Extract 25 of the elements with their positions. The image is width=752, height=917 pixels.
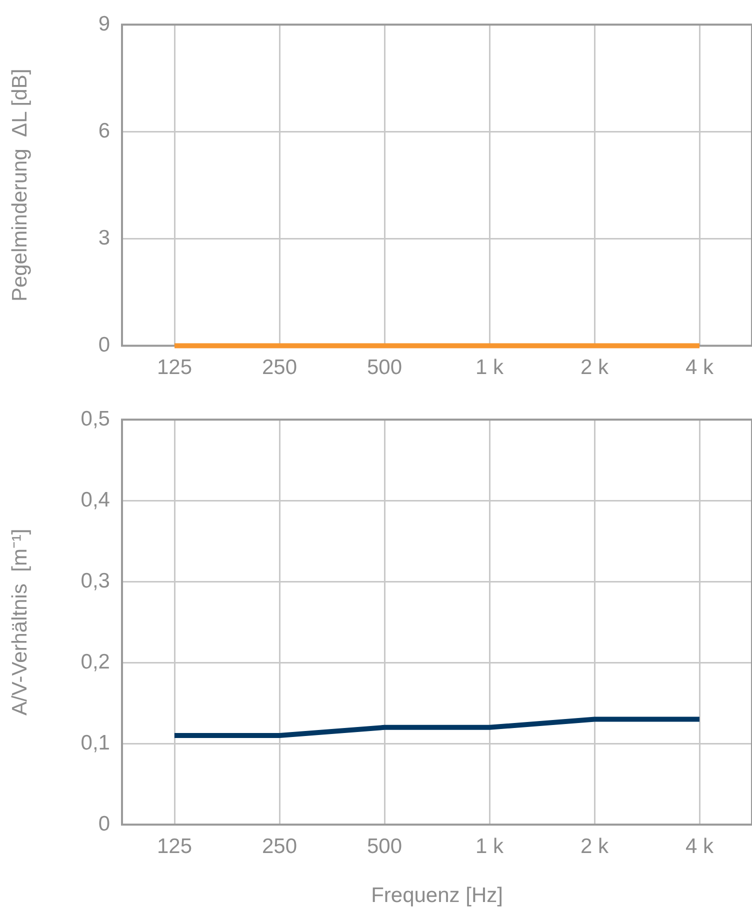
x-tick-label: 250: [262, 356, 298, 380]
y-axis-title: Pegelminderung ΔL [dB]: [8, 68, 32, 302]
y-tick-label: 0,3: [80, 569, 110, 592]
y-tick-label: 0: [98, 812, 110, 836]
x-tick-label: 500: [366, 834, 402, 858]
y-tick-label: 3: [98, 226, 110, 250]
x-tick-label: 125: [156, 834, 192, 858]
y-tick-label: 0,4: [80, 488, 110, 512]
x-tick-label: 250: [262, 834, 298, 858]
x-tick-label: 1 k: [475, 356, 504, 380]
y-tick-label: 0,5: [80, 407, 110, 430]
x-tick-label: 500: [366, 356, 402, 380]
x-tick-label: 4 k: [685, 834, 714, 858]
y-tick-label: 0: [98, 334, 110, 357]
y-tick-label: 9: [98, 12, 110, 36]
x-tick-label: 125: [156, 356, 192, 380]
y-tick-label: 0,2: [80, 650, 110, 674]
x-axis-title: Frequenz [Hz]: [371, 884, 503, 908]
x-tick-label: 1 k: [475, 834, 504, 858]
y-axis-title: A/V-Verhältnis [m⁻¹]: [8, 528, 32, 716]
y-tick-label: 0,1: [80, 731, 110, 754]
x-tick-label: 2 k: [580, 356, 610, 380]
x-tick-label: 4 k: [685, 356, 714, 380]
x-tick-label: 2 k: [580, 834, 610, 858]
y-tick-label: 6: [98, 119, 110, 142]
